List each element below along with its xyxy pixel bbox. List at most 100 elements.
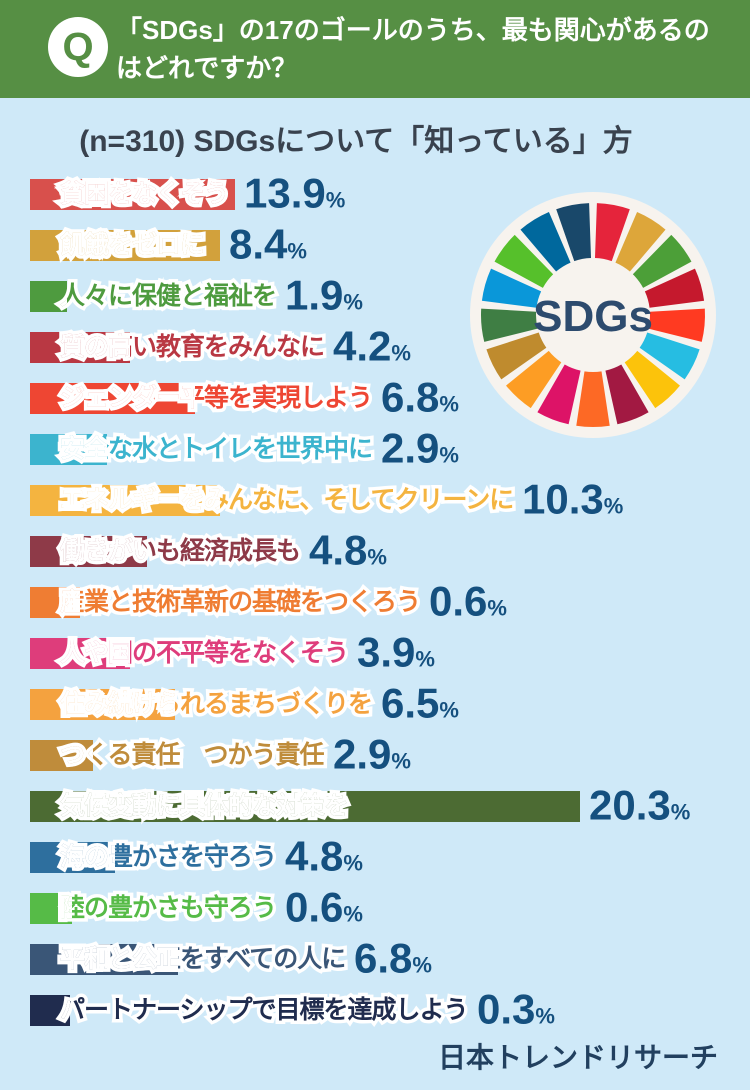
bar-value-unit: % bbox=[343, 901, 363, 927]
bar-label: 働きがいも経済成長も bbox=[60, 537, 301, 565]
bar-value-unit: % bbox=[325, 187, 346, 213]
bar-value: 6.8% bbox=[354, 937, 432, 979]
bar-label-inside: つくる責任 つかう責任 bbox=[60, 741, 93, 769]
bar-label-clip: 人々に保健と福祉を bbox=[60, 281, 67, 312]
bar-value-number: 3.9 bbox=[357, 628, 416, 676]
bar-label-inside: 貧困をなくそう bbox=[60, 180, 229, 208]
bar-label-clip: 働きがいも経済成長も bbox=[60, 536, 147, 567]
bar-label-clip: 産業と技術革新の基礎をつくろう bbox=[60, 587, 80, 618]
wheel-segment bbox=[506, 350, 562, 409]
bar-value: 2.9% bbox=[333, 733, 411, 775]
bar-value-unit: % bbox=[287, 238, 307, 264]
bar-label-outline: 貧困をなくそう bbox=[56, 177, 232, 212]
wheel-segment bbox=[520, 212, 571, 272]
bar-label-inside: 産業と技術革新の基礎をつくろう bbox=[60, 588, 80, 616]
bar-value-unit: % bbox=[439, 391, 459, 417]
bar-label-clip: 平和と公正をすべての人に bbox=[60, 944, 178, 975]
wheel-segment bbox=[648, 308, 705, 342]
wheel-segment bbox=[481, 308, 538, 342]
bar-row: 気候変動に具体的な対策を 気候変動に具体的な対策を 気候変動に具体的な対策を 20.3… bbox=[30, 784, 730, 826]
bar-row: エネルギーをみんなに、そしてクリーンに エネルギーをみんなに、そしてクリーンに エネ… bbox=[30, 478, 730, 520]
bar-label-clip: 質の高い教育をみんなに bbox=[60, 332, 130, 363]
wheel-segment bbox=[594, 203, 630, 262]
bar-label-inside: 平和と公正をすべての人に bbox=[60, 945, 178, 973]
bar-label-inside: 海の豊かさを守ろう bbox=[60, 843, 115, 871]
bar bbox=[30, 485, 220, 516]
bar-label: 質の高い教育をみんなに bbox=[60, 333, 325, 361]
bar-value-number: 4.8 bbox=[285, 832, 344, 880]
bar-label: 気候変動に具体的な対策を bbox=[60, 792, 349, 820]
bar-label: パートナーシップで目標を達成しよう bbox=[60, 996, 469, 1024]
bar-label-inside: 安全な水とトイレを世界中に bbox=[60, 435, 107, 463]
bar-value: 6.8% bbox=[381, 376, 459, 418]
bar-value: 20.3% bbox=[589, 784, 690, 826]
bar-value-number: 2.9 bbox=[381, 424, 440, 472]
bar-label-inside: 人々に保健と福祉を bbox=[60, 281, 67, 312]
bar-label-clip: 貧困をなくそう bbox=[60, 179, 235, 210]
question-text: 「SDGs」の17のゴールのうち、最も関心があるのはどれですか？ bbox=[116, 15, 710, 83]
bar-label: 陸の豊かさも守ろう bbox=[60, 894, 277, 922]
bar-value-number: 8.4 bbox=[229, 220, 288, 268]
wheel-segment bbox=[494, 234, 554, 288]
bar bbox=[30, 842, 115, 873]
bar-row: 飢餓をゼロに 飢餓をゼロに 飢餓をゼロに 8.4% bbox=[30, 223, 730, 265]
bar-value-number: 4.2 bbox=[333, 322, 392, 370]
bar-value-unit: % bbox=[415, 646, 435, 672]
bar-label: 飢餓をゼロに bbox=[60, 231, 205, 259]
bar-label-inside: 人や国の不平等をなくそう bbox=[60, 639, 130, 667]
bar-value: 0.6% bbox=[285, 886, 363, 928]
bar-value-unit: % bbox=[367, 544, 387, 570]
bar-label: ジェンダー平等を実現しよう bbox=[60, 384, 373, 412]
bar-label-clip: 住み続けられるまちづくりを bbox=[60, 689, 175, 720]
bar-label-clip: 人や国の不平等をなくそう bbox=[60, 638, 130, 669]
bar-row: 人や国の不平等をなくそう人や国の不平等をなくそう人や国の不平等をなくそう3.9% bbox=[30, 631, 730, 673]
bar-row: 質の高い教育をみんなに質の高い教育をみんなに質の高い教育をみんなに4.2% bbox=[30, 325, 730, 367]
bar-value: 0.6% bbox=[429, 580, 507, 622]
bar-value: 2.9% bbox=[381, 427, 459, 469]
sdgs-wheel: SDGs bbox=[470, 192, 716, 438]
bar-row: 平和と公正をすべての人に平和と公正をすべての人に平和と公正をすべての人に6.8% bbox=[30, 937, 730, 979]
bar bbox=[30, 995, 70, 1026]
bar bbox=[30, 791, 580, 822]
bar-label-inside: 飢餓をゼロに bbox=[60, 231, 205, 259]
bar-label-inside: 質の高い教育をみんなに bbox=[60, 333, 130, 361]
bar-label-inside: 働きがいも経済成長も bbox=[60, 537, 147, 565]
bar-value: 10.3% bbox=[522, 478, 623, 520]
bar-value-unit: % bbox=[439, 442, 459, 468]
bar-row: パートナーシップで目標を達成しようパートナーシップで目標を達成しようパートナーシ… bbox=[30, 988, 730, 1030]
bar-label: 貧困をなくそう bbox=[60, 180, 229, 208]
bar-value-unit: % bbox=[670, 799, 691, 825]
bar-value-unit: % bbox=[439, 697, 459, 723]
bar bbox=[30, 587, 80, 618]
bar-label: 平和と公正をすべての人に bbox=[60, 945, 346, 973]
bar-value-unit: % bbox=[487, 595, 507, 621]
bar-row: 安全な水とトイレを世界中に安全な水とトイレを世界中に安全な水とトイレを世界中に2… bbox=[30, 427, 730, 469]
bar-label-outline: 気候変動に具体的な対策を bbox=[56, 789, 352, 824]
bar-row: 働きがいも経済成長も働きがいも経済成長も働きがいも経済成長も4.8% bbox=[30, 529, 730, 571]
bar-row: 人々に保健と福祉を人々に保健と福祉を人々に保健と福祉を1.9% bbox=[30, 274, 730, 316]
bar-value: 6.5% bbox=[381, 682, 459, 724]
bar bbox=[30, 434, 107, 465]
bar-value: 4.8% bbox=[285, 835, 363, 877]
bar-value-unit: % bbox=[603, 493, 624, 519]
bar bbox=[30, 740, 93, 771]
bar-label-outline: 働きがいも経済成長も bbox=[56, 534, 304, 569]
bar bbox=[30, 536, 147, 567]
bar-row: ジェンダー平等を実現しようジェンダー平等を実現しようジェンダー平等を実現しよう6… bbox=[30, 376, 730, 418]
bar-value-number: 0.6 bbox=[285, 883, 344, 931]
bar-label-inside: 陸の豊かさも守ろう bbox=[60, 893, 72, 924]
bar-label-outline: 飢餓をゼロに bbox=[56, 228, 208, 263]
q-badge: Q bbox=[48, 17, 108, 77]
bar-value-number: 6.5 bbox=[381, 679, 440, 727]
bar bbox=[30, 332, 130, 363]
bar-label-clip: 気候変動に具体的な対策を bbox=[60, 791, 580, 822]
bar-value: 4.8% bbox=[309, 529, 387, 571]
bar-label-outline: 人や国の不平等をなくそう bbox=[56, 636, 352, 671]
bar bbox=[30, 179, 235, 210]
bar-label: 安全な水とトイレを世界中に bbox=[60, 435, 373, 463]
wheel-segment bbox=[624, 350, 680, 409]
brand-logo: 日本トレンドリサーチ bbox=[437, 1042, 718, 1073]
bar-row: 産業と技術革新の基礎をつくろう産業と技術革新の基礎をつくろう産業と技術革新の基礎… bbox=[30, 580, 730, 622]
